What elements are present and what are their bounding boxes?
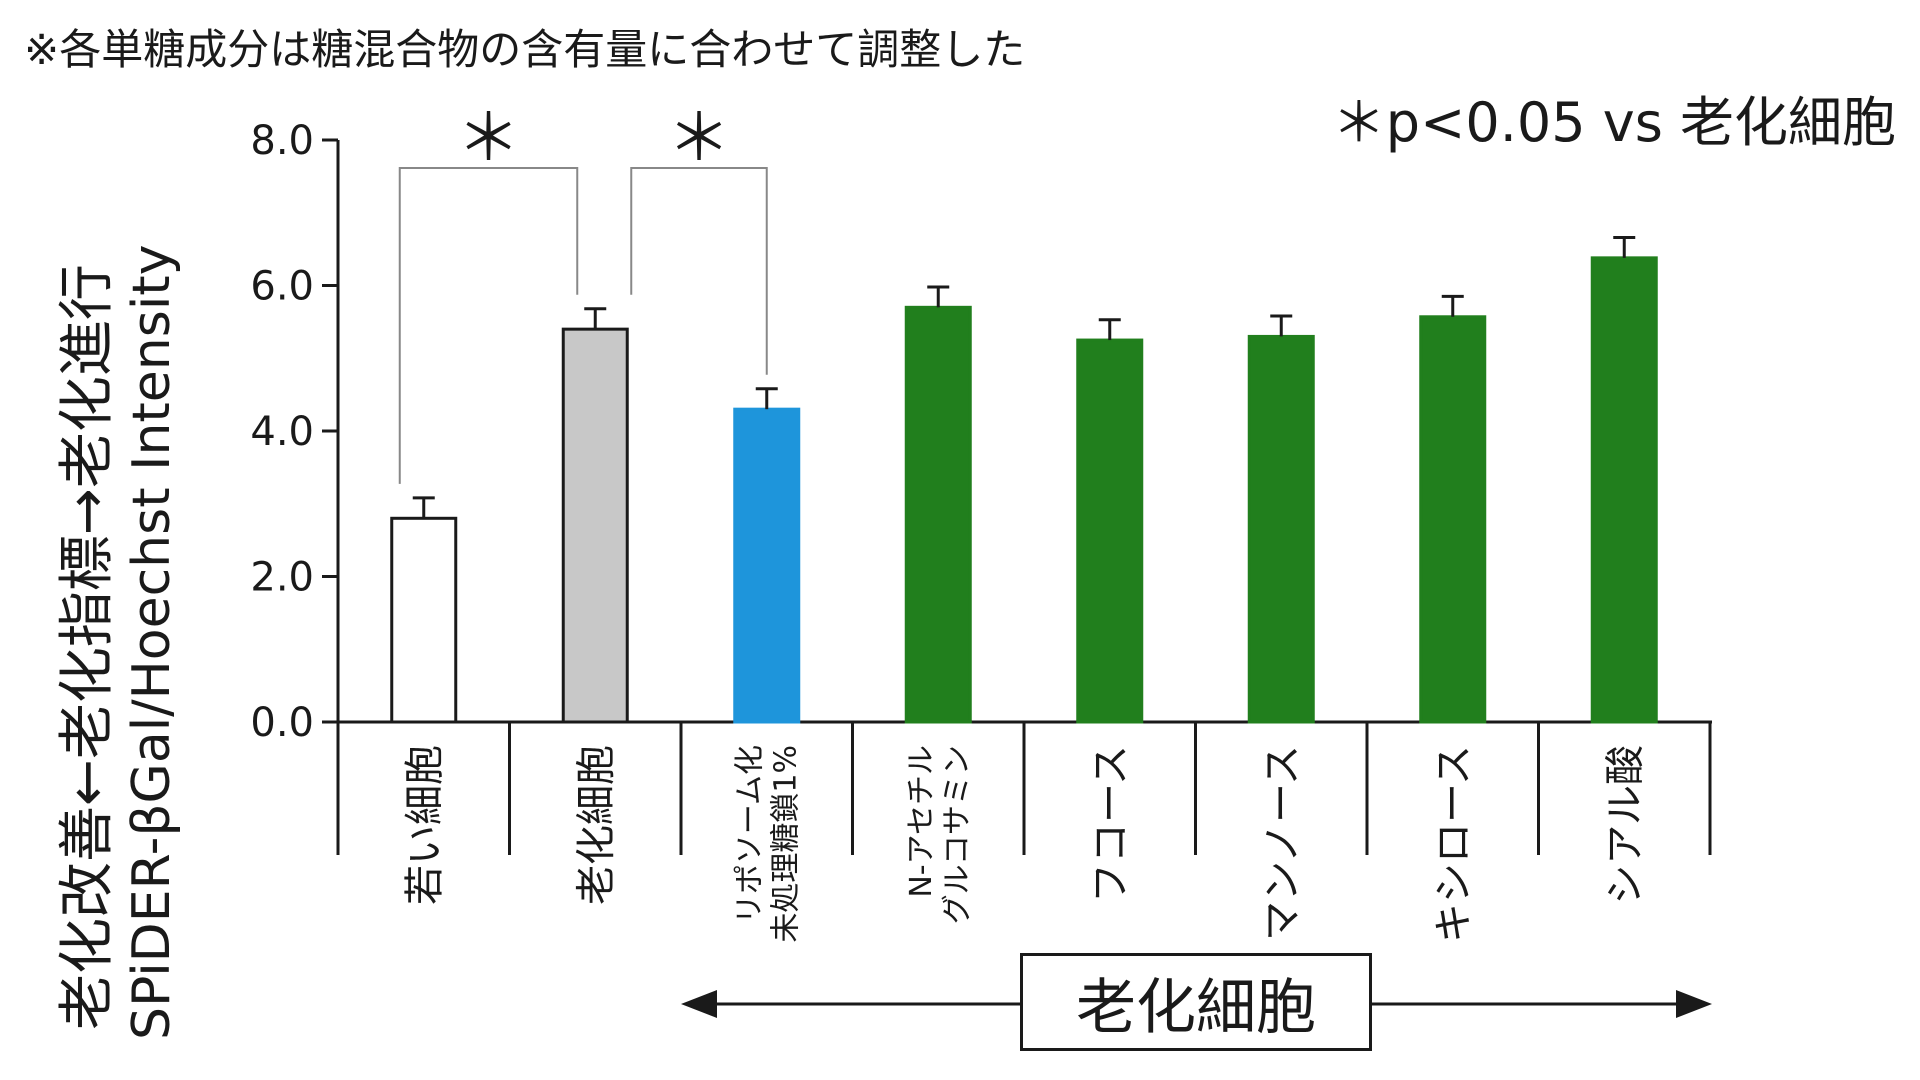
group-label-box: 老化細胞 (1020, 953, 1372, 1051)
category-label: 未処理糖鎖1% (768, 745, 803, 943)
arrow-right-icon (1676, 990, 1712, 1018)
bar (733, 407, 801, 724)
y-tick-label: 8.0 (250, 118, 314, 164)
category-label: 老化細胞 (573, 745, 619, 905)
bar (1419, 315, 1487, 724)
arrow-left-icon (681, 990, 717, 1018)
significance-bracket (630, 167, 768, 375)
y-tick-label: 4.0 (250, 409, 314, 455)
y-tick-label: 0.0 (250, 700, 314, 746)
bar (390, 516, 458, 724)
category-label: リポソーム化 (732, 745, 767, 924)
significance-star: ＊ (457, 102, 521, 176)
category-label: マンノース (1259, 745, 1305, 941)
category-label: グルコサミン (940, 745, 975, 924)
category-label: シアル酸 (1602, 745, 1648, 905)
bar (561, 327, 629, 724)
significance-legend: ＊p<0.05 vs 老化細胞 (1331, 91, 1896, 154)
category-label: フコース (1088, 745, 1134, 903)
bar (1590, 256, 1658, 724)
category-label: N-アセチル (904, 745, 939, 898)
y-tick-label: 6.0 (250, 264, 314, 310)
significance-bracket (398, 167, 579, 484)
y-tick-label: 2.0 (250, 555, 314, 601)
footnote: ※各単糖成分は糖混合物の含有量に合わせて調整した (24, 25, 1026, 74)
category-label: 若い細胞 (402, 745, 448, 905)
category-label: キシロース (1431, 745, 1477, 943)
bar (904, 305, 972, 724)
bar (1247, 334, 1315, 724)
significance-star: ＊ (667, 102, 731, 176)
bar (1076, 338, 1144, 724)
